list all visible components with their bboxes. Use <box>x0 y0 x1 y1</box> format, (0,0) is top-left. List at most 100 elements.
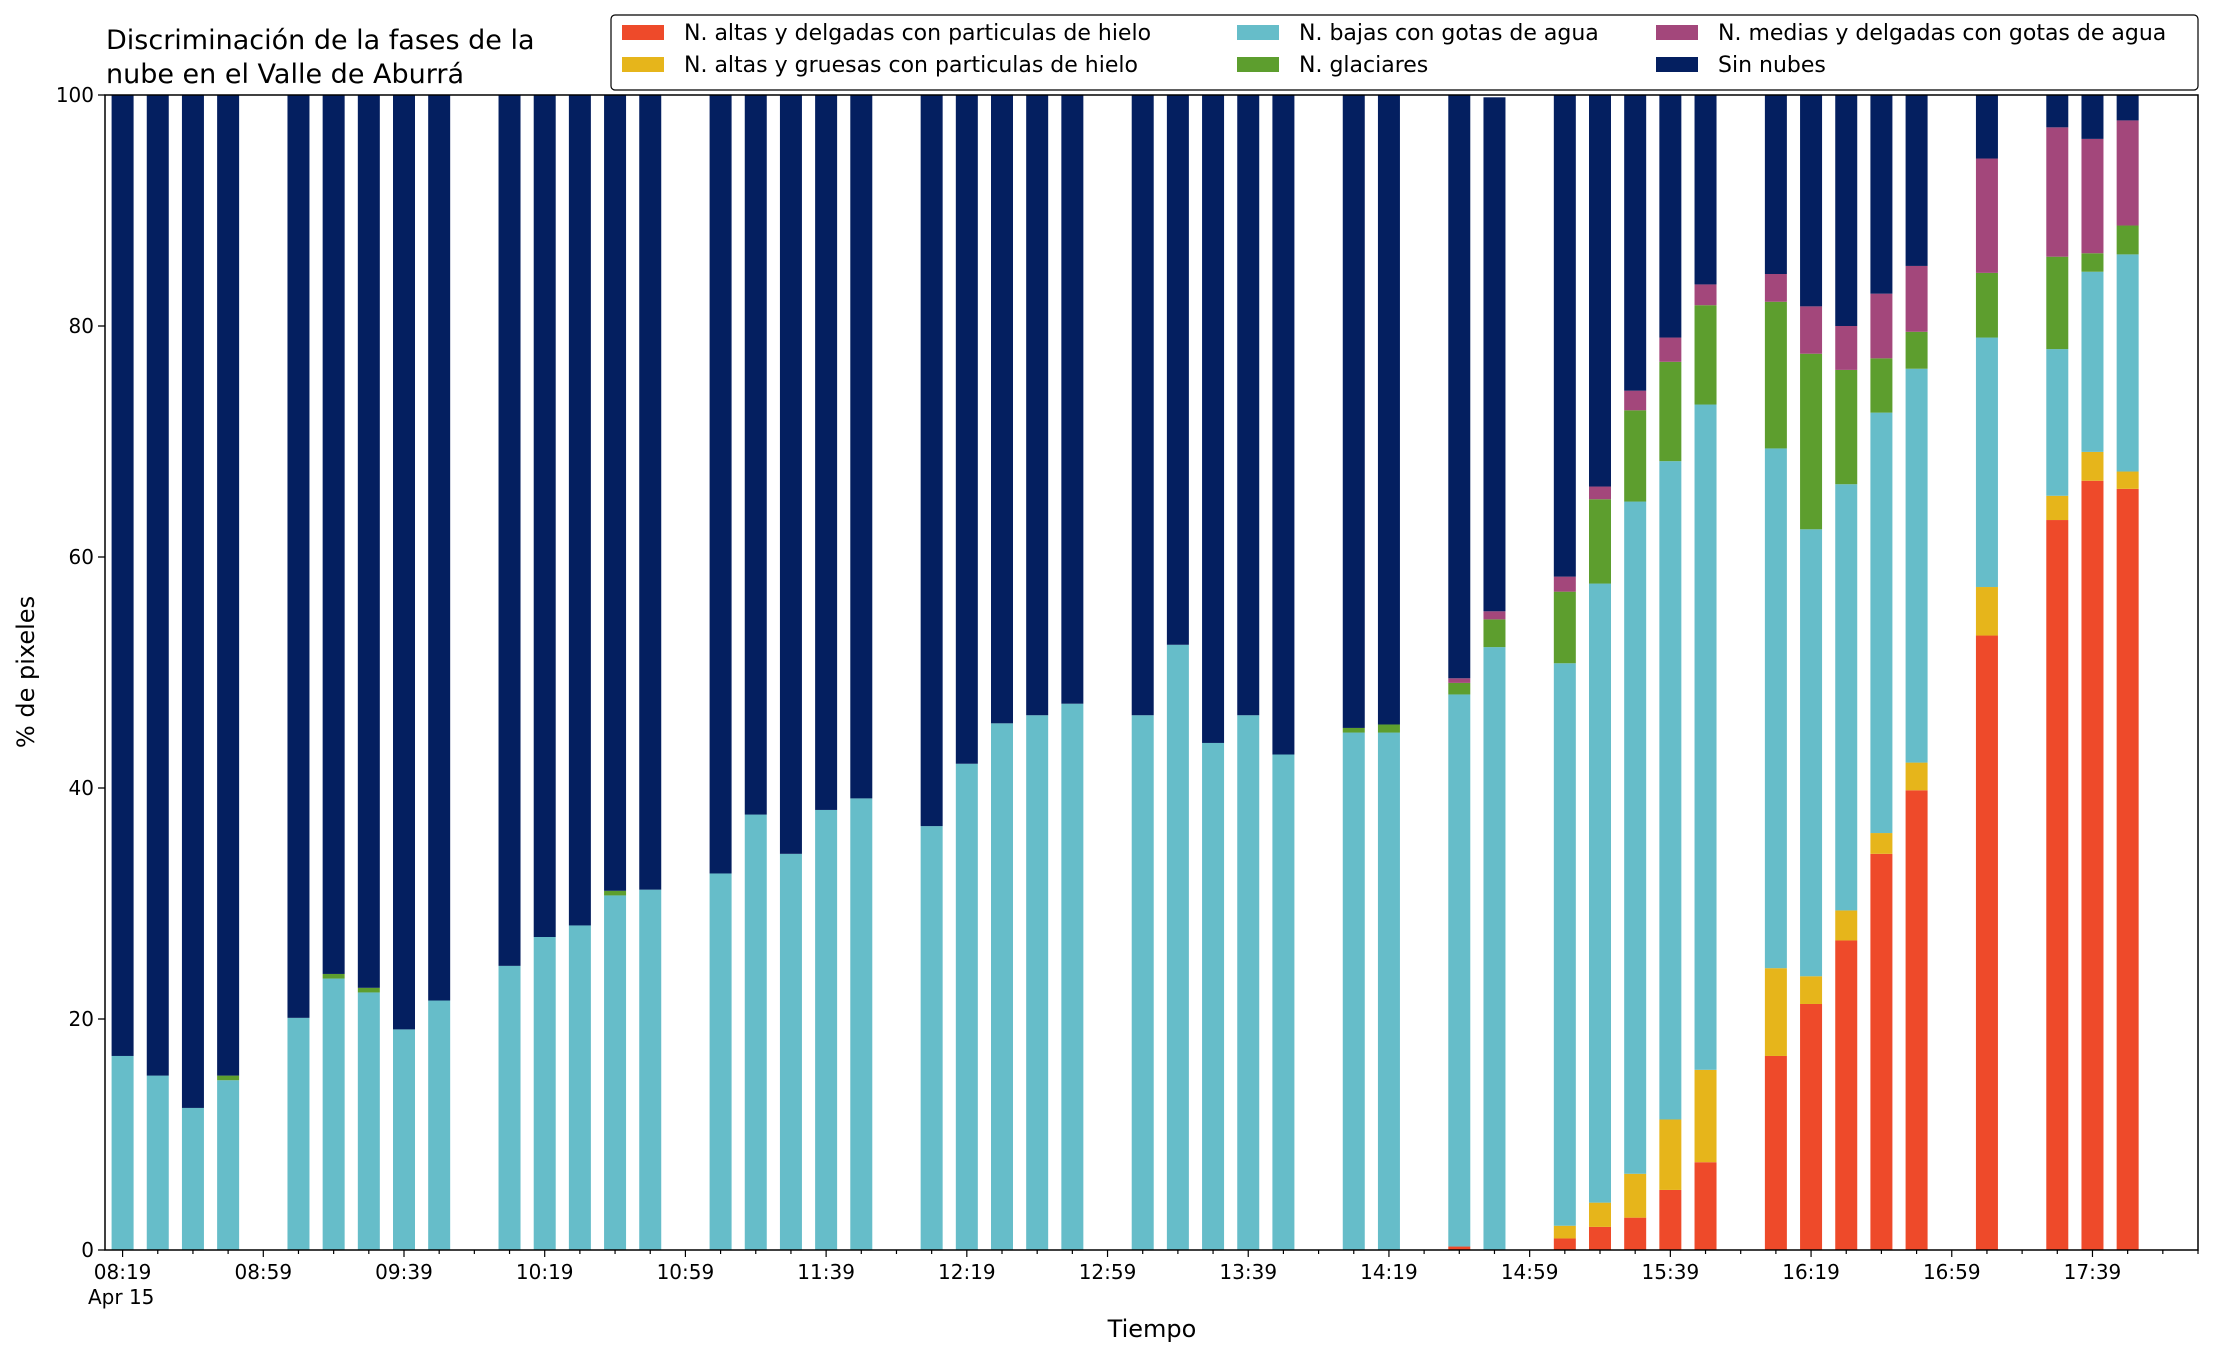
bar-segment <box>1483 611 1506 620</box>
x-tick-label: 09:39 <box>375 1260 433 1284</box>
bar-segment <box>111 1055 134 1250</box>
bar-segment <box>1975 587 1998 636</box>
bar-segment <box>1800 976 1823 1004</box>
x-axis-label: Tiempo <box>1107 1315 1197 1343</box>
bar-segment <box>217 1075 240 1081</box>
y-axis: 0 20 40 60 80 100 <box>56 83 105 1262</box>
bar-segment <box>1835 910 1858 941</box>
x-tick-label: 08:19 <box>94 1260 152 1284</box>
bar-segment <box>1905 368 1928 763</box>
bar-segment <box>357 992 380 1250</box>
legend-swatch <box>1237 25 1279 40</box>
bar-segment <box>1975 635 1998 1250</box>
bar-segment <box>1483 97 1506 612</box>
bar-segment <box>604 890 627 896</box>
legend-swatch <box>1237 57 1279 72</box>
bar-segment <box>1800 306 1823 354</box>
bar-segment <box>1835 95 1858 326</box>
bar-segment <box>2081 138 2104 254</box>
legend: N. altas y delgadas con particulas de hi… <box>610 14 2199 91</box>
bar-segment <box>1764 968 1787 1056</box>
legend-swatch <box>622 57 664 72</box>
bar-segment <box>146 95 169 1076</box>
x-tick-label: 14:19 <box>1360 1260 1418 1284</box>
bar-segment <box>1237 95 1260 716</box>
bar-segment <box>1448 694 1471 1247</box>
legend-label: N. medias y delgadas con gotas de agua <box>1718 21 2166 46</box>
bar-segment <box>1624 95 1647 391</box>
bar-segment <box>568 95 591 926</box>
legend-label: N. altas y delgadas con particulas de hi… <box>684 21 1151 46</box>
bar-segment <box>1589 499 1611 584</box>
x-tick-label: 13:39 <box>1219 1260 1277 1284</box>
y-tick-label: 100 <box>56 83 94 107</box>
bar-segment <box>1202 742 1225 1250</box>
bar-segment <box>1342 727 1365 733</box>
bar-segment <box>2046 127 2069 257</box>
bar-segment <box>1694 305 1717 405</box>
bar-segment <box>2116 488 2139 1250</box>
bar-segment <box>1342 732 1365 1250</box>
bar-segment <box>920 95 943 827</box>
bar-segment <box>498 965 521 1250</box>
legend-swatch <box>1656 25 1698 40</box>
bar-segment <box>1800 529 1823 977</box>
bar-segment <box>1659 461 1682 1120</box>
bar-segment <box>1377 95 1400 725</box>
x-tick-label: 10:19 <box>516 1260 574 1284</box>
bar-segment <box>1870 412 1893 834</box>
bar-segment <box>568 925 591 1250</box>
bar-segment <box>1131 95 1154 716</box>
bar-segment <box>1553 1225 1576 1239</box>
bar-segment <box>779 853 802 1250</box>
bar-segment <box>1975 158 1998 273</box>
bar-segment <box>2116 471 2139 489</box>
chart-title-line-2: nube en el Valle de Aburrá <box>106 59 464 90</box>
bar-segment <box>1835 369 1858 485</box>
bar-segment <box>322 978 345 1250</box>
bar-segment <box>2116 120 2139 226</box>
bar-segment <box>1835 484 1858 911</box>
bar-segment <box>1026 95 1049 716</box>
y-tick-label: 60 <box>69 545 94 569</box>
x-tick-label: 14:59 <box>1501 1260 1559 1284</box>
bar-segment <box>322 973 345 979</box>
y-tick-label: 20 <box>69 1007 94 1031</box>
bar-segment <box>1026 715 1049 1250</box>
bar-segment <box>709 873 732 1250</box>
bar-segment <box>850 798 873 1250</box>
bar-segment <box>357 95 380 988</box>
bar-segment <box>1764 301 1787 449</box>
bar-segment <box>1166 644 1189 1250</box>
bar-segment <box>1061 703 1084 1250</box>
bar-segment <box>1237 715 1260 1250</box>
bar-segment <box>1659 1189 1682 1250</box>
bar-segment <box>920 826 943 1250</box>
bar-segment <box>1905 790 1928 1250</box>
bar-segment <box>1694 1162 1717 1250</box>
bar-segment <box>1624 390 1647 411</box>
legend-label: N. bajas con gotas de agua <box>1299 21 1599 46</box>
bar-segment <box>533 95 556 937</box>
bar-segment <box>709 95 732 874</box>
legend-swatch <box>622 25 664 40</box>
bar-segment <box>1272 754 1295 1250</box>
bar-segment <box>2046 349 2069 496</box>
bar-segment <box>1694 404 1717 1070</box>
bar-segment <box>1589 486 1611 500</box>
bar-segment <box>1483 619 1506 648</box>
bar-segment <box>1553 1238 1576 1250</box>
bar-segment <box>1870 293 1893 359</box>
bar-segment <box>1764 1055 1787 1250</box>
bar-segment <box>639 889 662 1250</box>
bar-segment <box>1659 95 1682 338</box>
bar-segment <box>779 95 802 854</box>
x-tick-label: 10:59 <box>657 1260 715 1284</box>
x-date-label: Apr 15 <box>88 1285 154 1309</box>
bar-segment <box>1694 284 1717 306</box>
bar-segment <box>1624 501 1647 1174</box>
bar-segment <box>1870 358 1893 413</box>
bar-segment <box>2116 95 2139 121</box>
bar-segment <box>146 1075 169 1250</box>
